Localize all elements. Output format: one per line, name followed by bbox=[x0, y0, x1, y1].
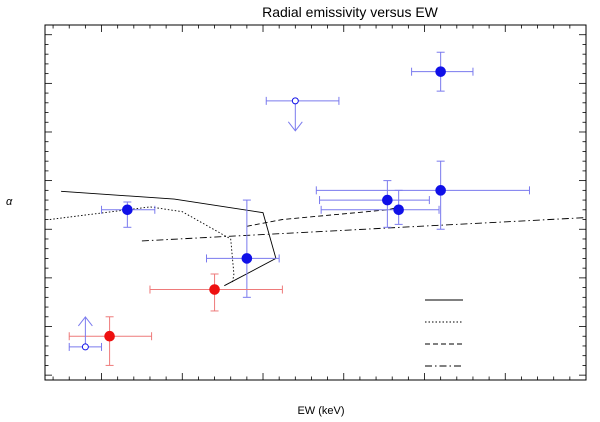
blue-data-point bbox=[435, 185, 446, 196]
plot-frame bbox=[44, 24, 587, 381]
blue-data-point bbox=[122, 204, 133, 216]
chart-title: Radial emissivity versus EW bbox=[262, 4, 439, 20]
model-curve bbox=[49, 206, 235, 284]
limit-arrow-head bbox=[77, 316, 93, 327]
red-data-point bbox=[104, 330, 115, 342]
red-data-point bbox=[209, 284, 220, 295]
limit-arrow-head bbox=[287, 121, 303, 132]
upper-limit-point bbox=[81, 343, 89, 351]
x-axis-label: EW (keV) bbox=[297, 405, 344, 417]
blue-data-point bbox=[382, 194, 393, 206]
y-axis-label: α bbox=[6, 196, 13, 208]
upper-limit-point bbox=[291, 97, 299, 105]
model-curve bbox=[141, 217, 587, 242]
blue-data-point bbox=[435, 66, 446, 77]
blue-data-point bbox=[393, 204, 404, 216]
model-curve bbox=[61, 190, 277, 287]
blue-data-point bbox=[241, 253, 253, 264]
